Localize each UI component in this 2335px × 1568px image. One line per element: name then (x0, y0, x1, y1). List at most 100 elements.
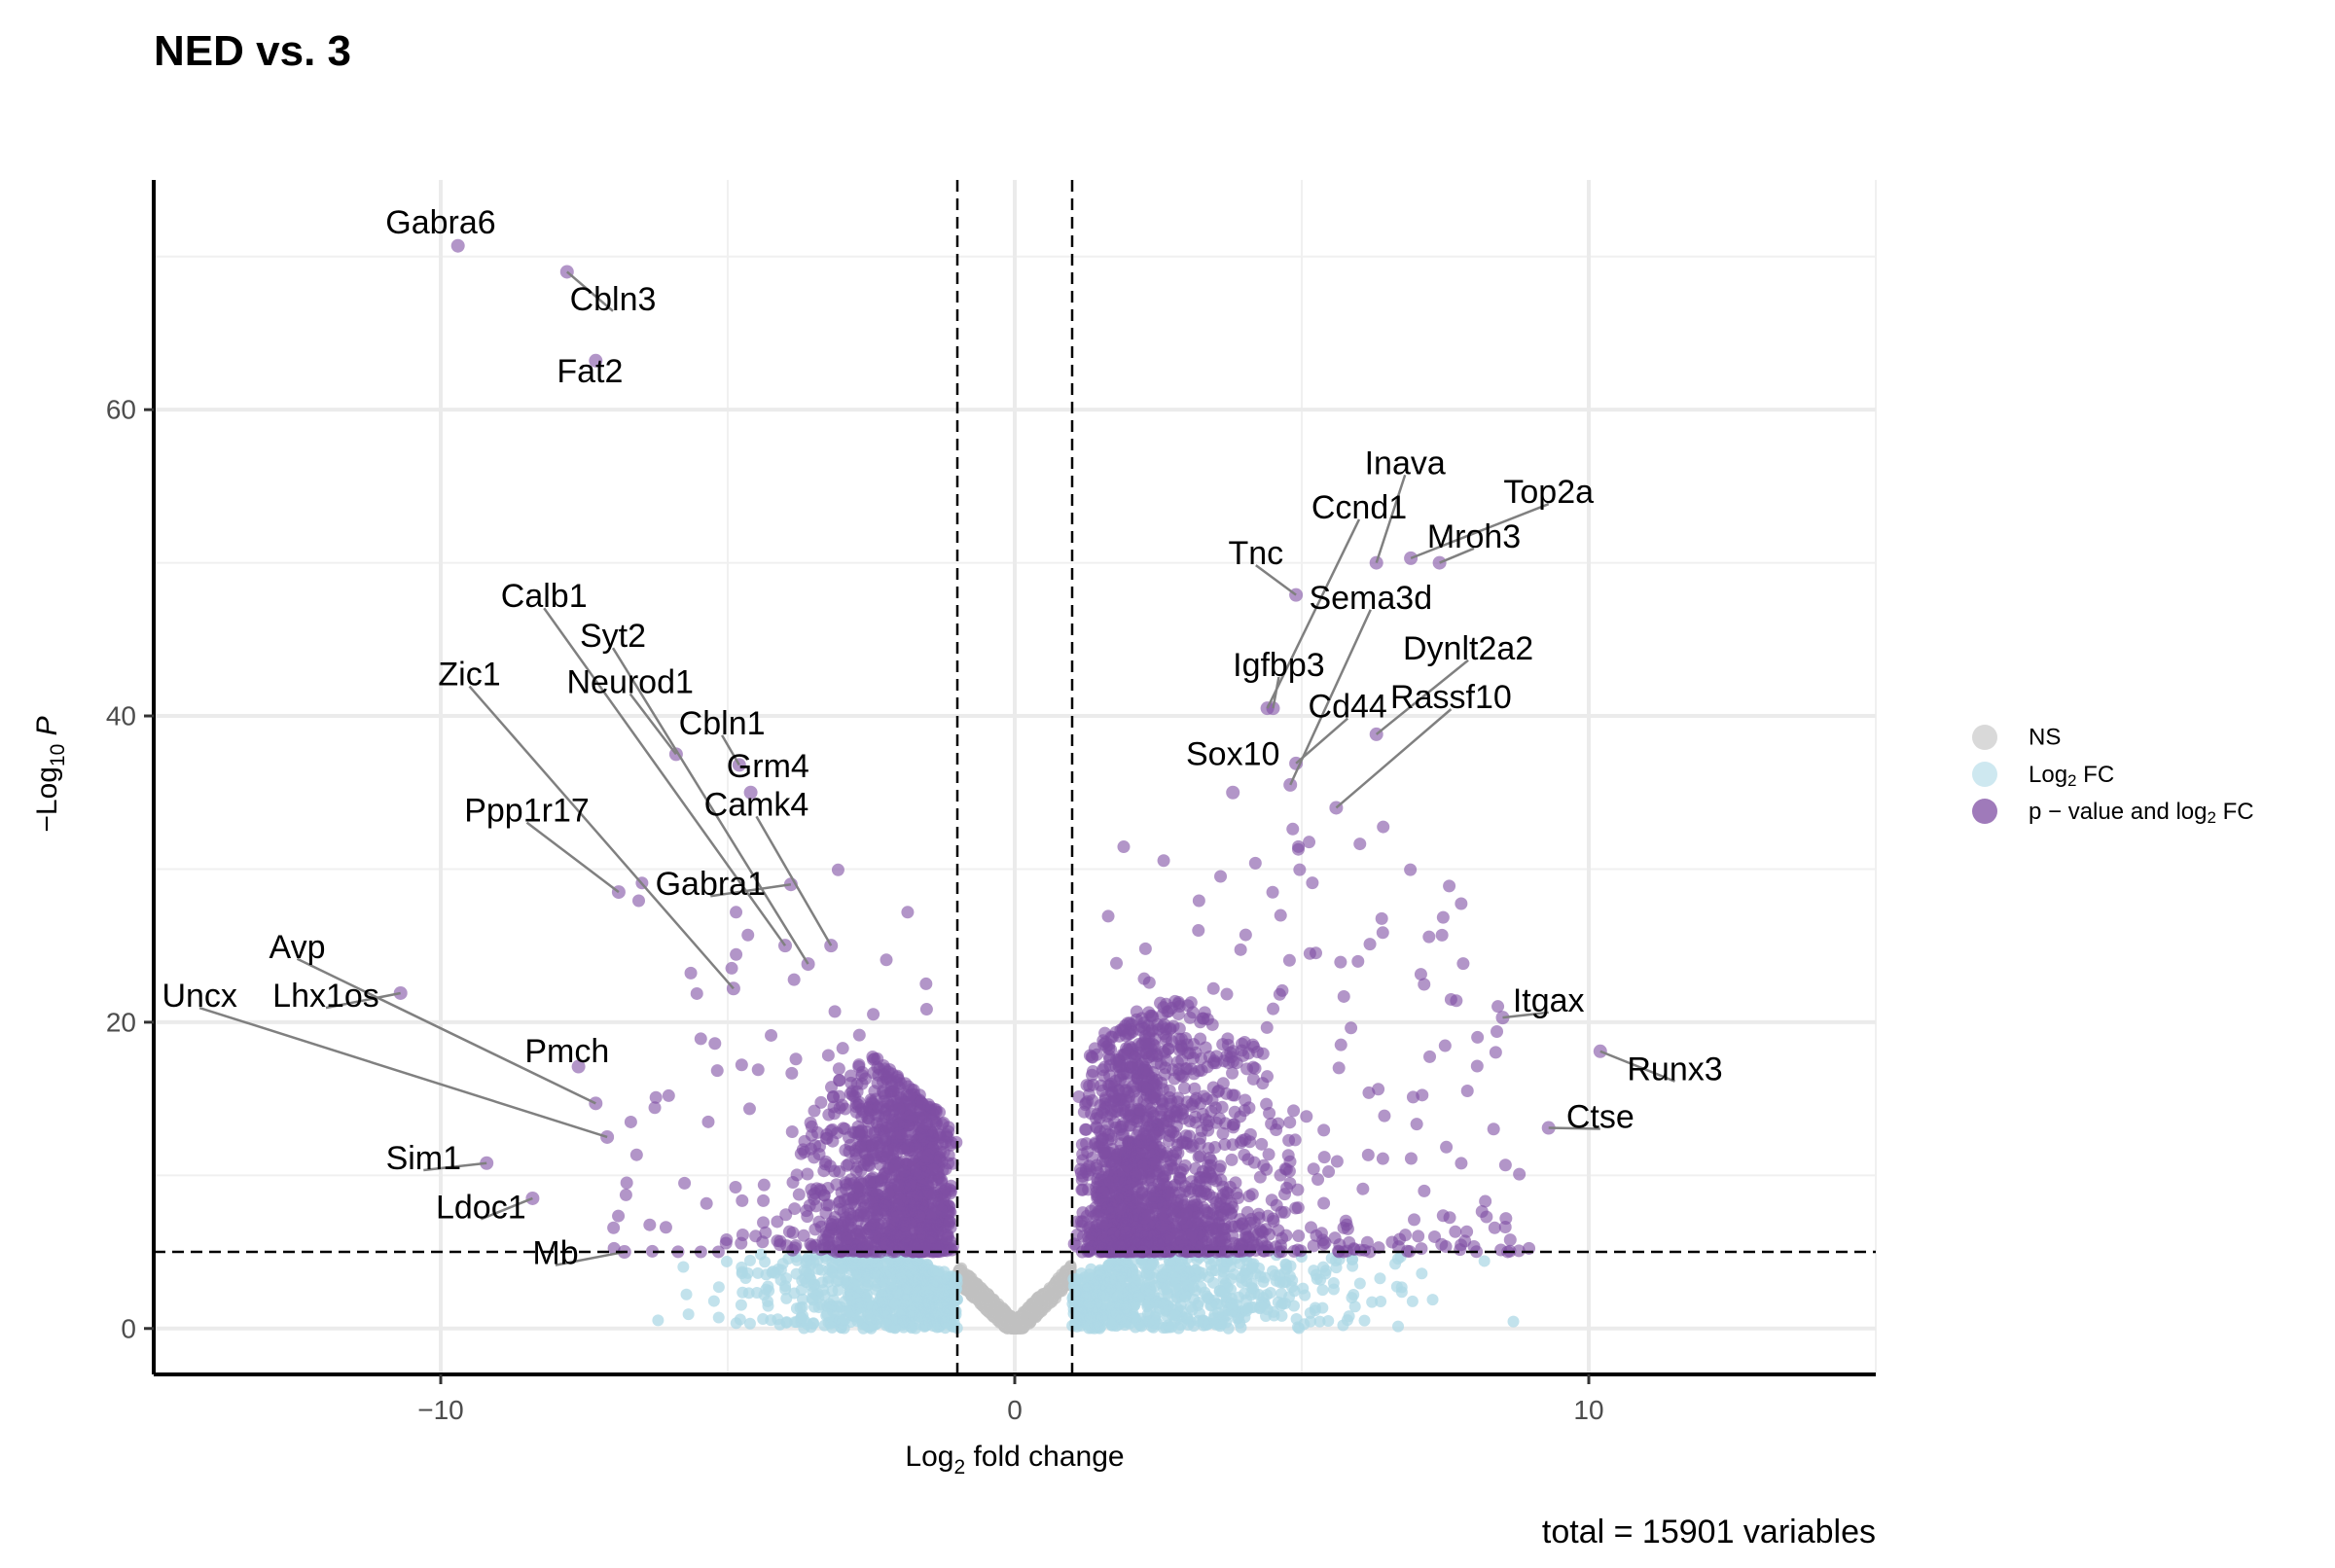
data-point (1234, 943, 1247, 956)
data-point (911, 1189, 924, 1202)
data-point (828, 1164, 842, 1178)
data-point (1179, 1136, 1193, 1150)
data-point (1204, 1170, 1218, 1184)
data-point (1376, 926, 1389, 940)
data-point (1209, 1195, 1223, 1209)
data-point (1188, 1082, 1202, 1095)
data-point (1215, 1100, 1229, 1114)
data-point (1408, 1213, 1421, 1227)
data-point (901, 906, 915, 919)
data-point (1138, 1211, 1152, 1225)
data-point (749, 1229, 763, 1243)
data-point (1228, 1105, 1241, 1119)
data-point (652, 1314, 665, 1327)
data-point (762, 1280, 774, 1293)
data-point (780, 1292, 793, 1304)
data-point (839, 1143, 852, 1157)
data-point (1130, 1005, 1143, 1018)
data-point (814, 1095, 828, 1109)
data-point (919, 977, 933, 990)
data-point (1237, 1049, 1250, 1062)
data-point (1241, 1230, 1255, 1244)
data-point (1395, 1281, 1408, 1294)
data-point (1436, 910, 1450, 924)
data-point (1283, 1155, 1297, 1168)
data-point (1275, 1299, 1287, 1311)
data-point (1291, 1321, 1304, 1334)
data-point (632, 894, 646, 908)
data-point (1205, 1017, 1219, 1031)
data-point (744, 1254, 757, 1266)
data-point (1225, 1153, 1239, 1166)
data-point (1006, 1311, 1019, 1324)
data-point (1096, 1186, 1110, 1199)
data-point (1179, 1290, 1192, 1302)
data-point (893, 1306, 906, 1319)
data-point (1189, 1116, 1203, 1129)
data-point (450, 238, 465, 253)
data-point (1137, 1127, 1151, 1141)
data-point (1248, 856, 1262, 870)
data-point (1218, 1285, 1231, 1298)
data-point (914, 1095, 927, 1109)
data-point (1306, 876, 1319, 890)
data-point (1491, 1000, 1505, 1014)
data-point (1488, 1221, 1501, 1234)
data-point (1163, 1090, 1176, 1104)
data-point (1358, 1314, 1371, 1327)
data-point (897, 1164, 911, 1178)
data-point (895, 1202, 909, 1216)
data-point (735, 1236, 748, 1250)
data-point (997, 1319, 1010, 1332)
data-point (1498, 1158, 1512, 1172)
data-point (920, 1319, 933, 1332)
data-point (908, 1198, 921, 1212)
data-point (742, 1102, 756, 1116)
data-point (1273, 1269, 1285, 1282)
data-point (736, 1286, 749, 1299)
data-point (1337, 989, 1350, 1003)
data-point (1343, 1310, 1355, 1323)
data-point (854, 1243, 868, 1257)
data-point (1450, 994, 1463, 1008)
data-point (1157, 1150, 1170, 1163)
data-point (930, 1307, 943, 1320)
data-point (1194, 1032, 1207, 1046)
data-point (1242, 1190, 1256, 1203)
data-point (943, 1215, 956, 1229)
data-point (1376, 1152, 1389, 1165)
data-point (1146, 1011, 1160, 1024)
data-point (1426, 1294, 1439, 1306)
data-point (684, 966, 698, 980)
data-point (868, 1152, 881, 1165)
data-point (942, 1124, 955, 1138)
data-point (1265, 1117, 1278, 1130)
data-point (864, 1313, 877, 1326)
data-point (888, 1158, 902, 1172)
data-point (832, 1062, 845, 1076)
data-point (1137, 1094, 1151, 1108)
data-point (1334, 1038, 1347, 1051)
data-point (826, 1261, 839, 1273)
data-point (1076, 1169, 1090, 1183)
data-point (1186, 1051, 1200, 1065)
data-point (911, 1294, 923, 1306)
data-point (828, 1005, 842, 1018)
data-point (1192, 894, 1205, 908)
data-point (867, 1008, 880, 1021)
data-point (1319, 1265, 1332, 1277)
data-point (780, 1316, 793, 1329)
data-point (1389, 1258, 1402, 1270)
grid-lines (153, 180, 1877, 1374)
data-point (1109, 1025, 1123, 1039)
data-point (1029, 1300, 1042, 1312)
data-point (881, 1065, 895, 1079)
data-point (1118, 1076, 1132, 1089)
data-point (1147, 1090, 1161, 1104)
data-point (943, 1308, 955, 1321)
data-point (1491, 1025, 1504, 1039)
data-point (708, 1037, 722, 1051)
data-point (1166, 1321, 1178, 1334)
data-point (1094, 1268, 1106, 1281)
data-point (796, 1143, 809, 1157)
